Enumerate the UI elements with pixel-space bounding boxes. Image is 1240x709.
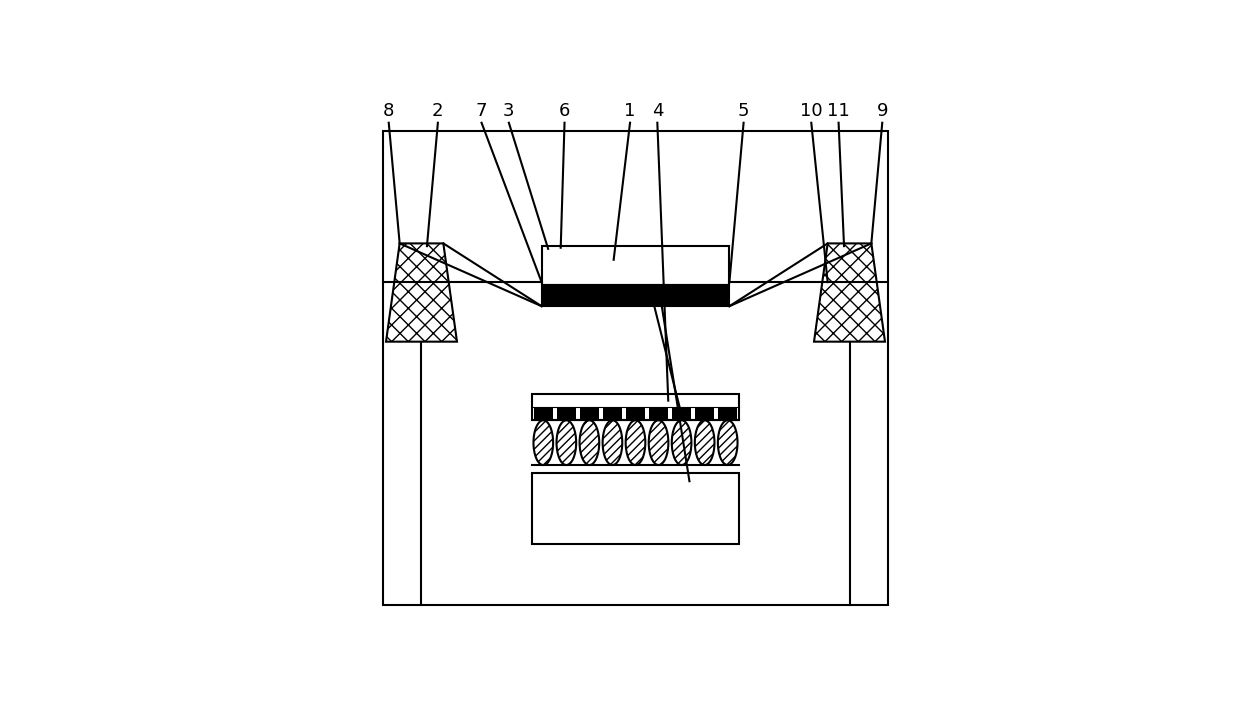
Bar xyxy=(672,407,691,420)
Text: 7: 7 xyxy=(476,101,487,120)
Ellipse shape xyxy=(579,420,599,465)
Ellipse shape xyxy=(649,420,668,465)
Text: 6: 6 xyxy=(559,101,570,120)
Ellipse shape xyxy=(672,420,692,465)
Polygon shape xyxy=(813,243,885,342)
Bar xyxy=(650,407,668,420)
Bar xyxy=(696,407,714,420)
Bar xyxy=(532,473,739,544)
Text: 3: 3 xyxy=(503,101,515,120)
Bar xyxy=(580,407,599,420)
Polygon shape xyxy=(386,243,458,342)
Bar xyxy=(718,407,737,420)
Text: 2: 2 xyxy=(432,101,444,120)
Text: 1: 1 xyxy=(625,101,636,120)
Ellipse shape xyxy=(694,420,714,465)
Bar xyxy=(542,286,729,306)
Bar xyxy=(557,407,575,420)
Text: 8: 8 xyxy=(383,101,394,120)
Bar xyxy=(603,407,621,420)
Ellipse shape xyxy=(603,420,622,465)
Ellipse shape xyxy=(718,420,738,465)
Ellipse shape xyxy=(626,420,645,465)
Bar xyxy=(383,131,888,605)
Bar xyxy=(542,246,729,286)
Bar xyxy=(532,393,739,420)
Bar xyxy=(626,407,645,420)
Ellipse shape xyxy=(533,420,553,465)
Text: 11: 11 xyxy=(827,101,849,120)
Text: 9: 9 xyxy=(877,101,888,120)
Bar xyxy=(534,407,553,420)
Text: 4: 4 xyxy=(651,101,663,120)
Ellipse shape xyxy=(557,420,577,465)
Text: 10: 10 xyxy=(800,101,822,120)
Text: 5: 5 xyxy=(738,101,749,120)
